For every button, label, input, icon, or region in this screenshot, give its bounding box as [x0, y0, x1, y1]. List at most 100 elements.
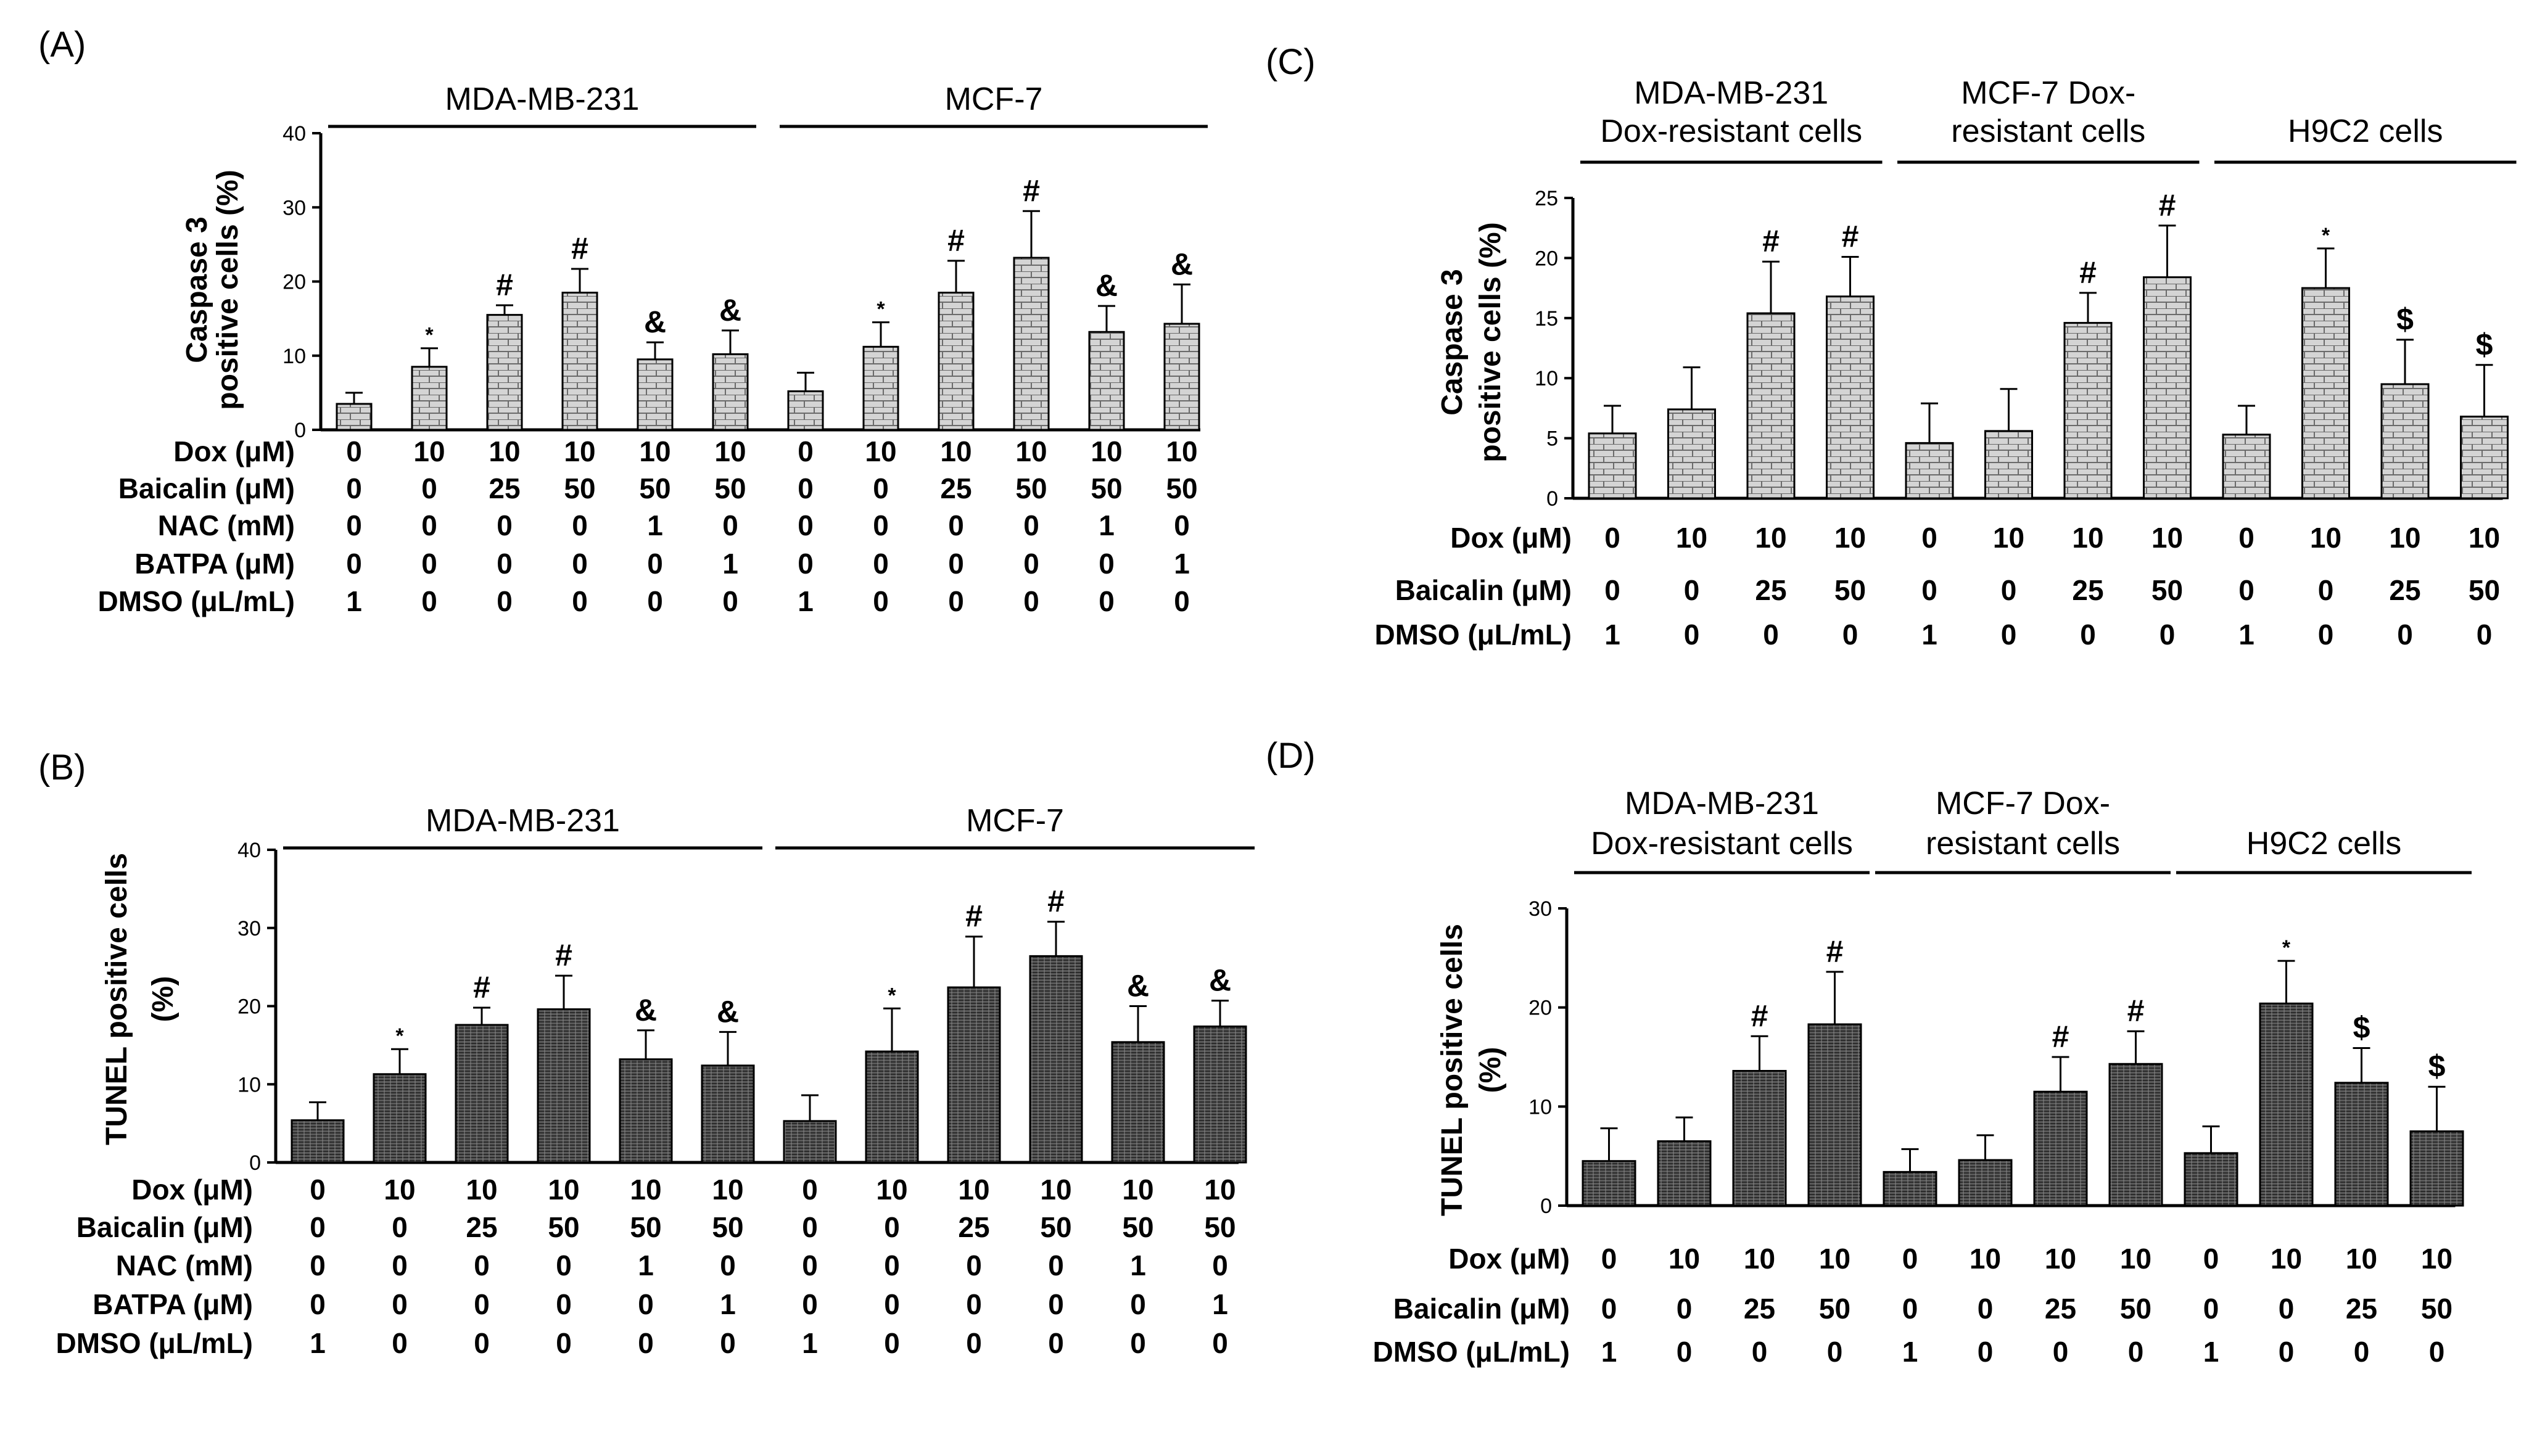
- significance-mark: #: [947, 223, 965, 258]
- condition-value: 1: [1212, 1288, 1228, 1320]
- condition-value: 10: [630, 1174, 661, 1206]
- condition-value: 1: [1902, 1336, 1918, 1368]
- condition-value: 0: [2318, 619, 2334, 651]
- condition-value: 10: [712, 1174, 743, 1206]
- condition-value: 10: [1755, 522, 1786, 554]
- condition-value: 0: [720, 1249, 736, 1281]
- condition-value: 0: [2429, 1336, 2445, 1368]
- bar: [1905, 442, 1954, 500]
- y-tick-label: 20: [283, 271, 306, 294]
- significance-mark: #: [2052, 1019, 2069, 1054]
- bar: [2334, 1082, 2389, 1207]
- condition-value: 0: [346, 435, 362, 467]
- bar: [561, 292, 598, 431]
- condition-value: 0: [798, 435, 814, 467]
- condition-value: 25: [2346, 1293, 2377, 1325]
- bar: [537, 1008, 591, 1164]
- condition-value: 10: [564, 435, 595, 467]
- bar: [291, 1119, 345, 1164]
- condition-value: 10: [413, 435, 445, 467]
- condition-value: 0: [1684, 574, 1700, 606]
- condition-name: Baicalin (μM): [1395, 574, 1572, 606]
- y-tick-label: 15: [1535, 307, 1558, 331]
- condition-value: 0: [1174, 585, 1190, 617]
- condition-value: 1: [722, 548, 738, 580]
- condition-value: 0: [966, 1249, 982, 1281]
- condition-name: Dox (μM): [173, 435, 295, 467]
- y-tick-label: 20: [237, 995, 261, 1019]
- condition-value: 0: [1130, 1288, 1146, 1320]
- bar: [1807, 1023, 1862, 1207]
- significance-mark: #: [965, 899, 983, 934]
- condition-name: DMSO (μL/mL): [98, 585, 295, 617]
- condition-value: 25: [2045, 1293, 2076, 1325]
- condition-value: 0: [1902, 1243, 1918, 1275]
- condition-value: 0: [802, 1249, 818, 1281]
- condition-value: 0: [720, 1327, 736, 1359]
- group-label: Dox-resistant cells: [1591, 826, 1853, 862]
- condition-value: 0: [802, 1211, 818, 1243]
- condition-value: 0: [2279, 1293, 2295, 1325]
- condition-value: 0: [392, 1249, 408, 1281]
- condition-value: 50: [2120, 1293, 2151, 1325]
- significance-mark: &: [717, 994, 739, 1029]
- y-tick-label: 20: [1535, 247, 1558, 270]
- condition-value: 0: [1921, 574, 1937, 606]
- condition-value: 10: [714, 435, 746, 467]
- condition-value: 1: [638, 1249, 654, 1281]
- condition-value: 0: [497, 585, 513, 617]
- condition-value: 0: [556, 1327, 572, 1359]
- condition-value: 0: [1048, 1288, 1064, 1320]
- condition-value: 0: [474, 1288, 490, 1320]
- condition-value: 0: [2080, 619, 2096, 651]
- significance-mark: #: [571, 231, 588, 266]
- condition-value: 0: [572, 585, 588, 617]
- condition-value: 1: [346, 585, 362, 617]
- condition-value: 0: [1763, 619, 1779, 651]
- group-label: MDA-MB-231: [1634, 75, 1828, 111]
- bar: [2222, 434, 2271, 500]
- condition-value: 0: [722, 509, 738, 541]
- condition-value: 10: [1834, 522, 1866, 554]
- y-tick-label: 0: [1540, 1195, 1552, 1218]
- condition-value: 1: [310, 1327, 326, 1359]
- bar: [2033, 1090, 2088, 1207]
- condition-value: 0: [1921, 522, 1937, 554]
- condition-value: 50: [712, 1211, 743, 1243]
- condition-value: 50: [1122, 1211, 1153, 1243]
- condition-value: 25: [489, 472, 520, 504]
- group-label: MCF-7: [945, 81, 1043, 117]
- condition-value: 0: [884, 1288, 900, 1320]
- condition-value: 50: [2421, 1293, 2452, 1325]
- condition-value: 0: [497, 548, 513, 580]
- condition-value: 0: [884, 1327, 900, 1359]
- significance-mark: #: [2127, 993, 2145, 1028]
- significance-mark: &: [635, 993, 657, 1027]
- condition-value: 1: [1099, 509, 1115, 541]
- bar: [1826, 295, 1875, 500]
- condition-value: 0: [497, 509, 513, 541]
- bar: [486, 314, 523, 431]
- bar: [1088, 331, 1125, 431]
- condition-value: 0: [1842, 619, 1858, 651]
- condition-value: 50: [548, 1211, 579, 1243]
- bar: [619, 1058, 673, 1164]
- condition-value: 0: [1604, 522, 1620, 554]
- condition-value: 25: [1744, 1293, 1775, 1325]
- condition-value: 0: [310, 1174, 326, 1206]
- condition-value: 0: [884, 1249, 900, 1281]
- y-tick-label: 0: [294, 419, 306, 442]
- bar: [1582, 1160, 1636, 1207]
- group-label: Dox-resistant cells: [1600, 113, 1862, 149]
- y-axis-label: (%): [1474, 1047, 1507, 1093]
- y-tick-label: 10: [1535, 367, 1558, 390]
- bar: [1667, 408, 1716, 500]
- condition-value: 25: [466, 1211, 497, 1243]
- condition-value: 0: [421, 585, 437, 617]
- condition-value: 0: [421, 509, 437, 541]
- bar: [1588, 432, 1637, 500]
- significance-mark: *: [395, 1024, 404, 1048]
- significance-mark: #: [496, 268, 513, 302]
- condition-value: 0: [2354, 1336, 2370, 1368]
- panel-2: (C)Caspase 3 positive cells (%)0510152025…: [1266, 42, 2517, 651]
